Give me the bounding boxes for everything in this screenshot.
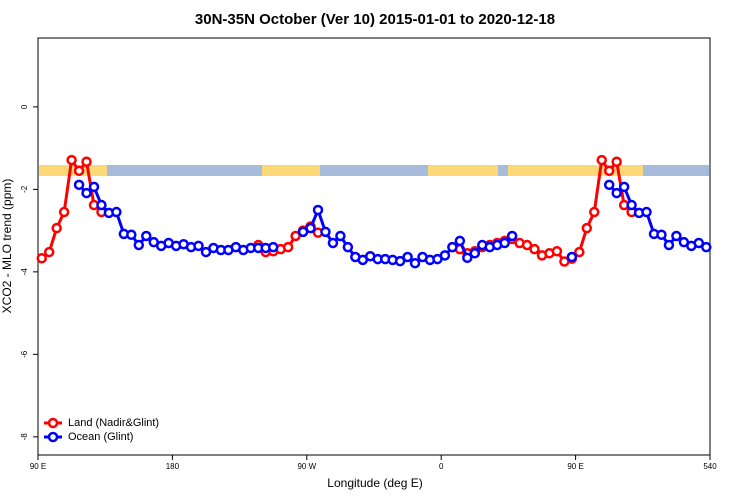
data-point bbox=[641, 206, 652, 218]
data-point bbox=[36, 253, 47, 264]
y-tick-label: -2 bbox=[20, 185, 29, 193]
land-band bbox=[508, 165, 643, 176]
data-point bbox=[193, 240, 204, 252]
data-point bbox=[305, 222, 316, 234]
data-point bbox=[589, 206, 600, 218]
series-line bbox=[77, 183, 707, 265]
data-point bbox=[454, 235, 466, 247]
data-point bbox=[618, 181, 630, 193]
data-point bbox=[581, 222, 593, 234]
x-axis-title: Longitude (deg E) bbox=[327, 476, 422, 490]
data-point bbox=[282, 241, 294, 253]
data-point bbox=[603, 179, 615, 191]
data-point bbox=[141, 230, 152, 242]
x-tick-label: 180 bbox=[166, 462, 180, 471]
data-point bbox=[111, 206, 122, 218]
data-point bbox=[73, 179, 85, 191]
data-point bbox=[596, 154, 607, 166]
data-point bbox=[656, 229, 667, 240]
data-point bbox=[611, 187, 622, 199]
data-point bbox=[447, 241, 458, 253]
data-point bbox=[342, 241, 354, 253]
data-point bbox=[88, 181, 100, 193]
series bbox=[73, 179, 712, 269]
data-point bbox=[439, 250, 451, 261]
data-point bbox=[499, 237, 510, 249]
data-point bbox=[327, 237, 339, 249]
data-point bbox=[521, 239, 533, 251]
x-tick-label: 0 bbox=[439, 462, 444, 471]
data-point bbox=[611, 156, 622, 167]
map-band bbox=[39, 165, 709, 176]
data-point bbox=[267, 241, 279, 253]
data-point bbox=[409, 257, 421, 269]
data-point bbox=[529, 243, 540, 255]
data-point bbox=[200, 246, 212, 258]
data-point bbox=[603, 165, 615, 177]
data-point bbox=[96, 199, 107, 211]
data-point bbox=[551, 245, 563, 257]
data-point bbox=[402, 251, 413, 263]
x-tick-label: 540 bbox=[703, 462, 717, 471]
legend-label: Land (Nadir&Glint) bbox=[68, 417, 159, 429]
data-point bbox=[66, 154, 77, 166]
legend-label: Ocean (Glint) bbox=[68, 431, 133, 443]
land-band bbox=[39, 165, 107, 176]
y-tick-label: -6 bbox=[20, 350, 29, 358]
x-tick-label: 90 E bbox=[567, 462, 583, 471]
data-point bbox=[506, 230, 518, 242]
chart-title: 30N-35N October (Ver 10) 2015-01-01 to 2… bbox=[195, 11, 555, 28]
data-point bbox=[126, 229, 137, 240]
data-point bbox=[320, 226, 331, 238]
y-axis-title: XCO2 - MLO trend (ppm) bbox=[0, 179, 14, 314]
data-point bbox=[58, 206, 70, 218]
y-tick-label: 0 bbox=[20, 104, 29, 109]
data-point bbox=[81, 156, 92, 167]
land-band bbox=[262, 165, 320, 176]
ocean-band bbox=[39, 165, 709, 176]
data-point bbox=[462, 252, 473, 264]
land-band bbox=[428, 165, 498, 176]
data-point bbox=[73, 165, 85, 177]
data-point bbox=[693, 237, 705, 249]
y-tick-label: -8 bbox=[20, 433, 29, 441]
data-point bbox=[81, 187, 92, 199]
y-tick-label: -4 bbox=[20, 268, 29, 276]
data-point bbox=[394, 255, 406, 267]
x-tick-label: 90 E bbox=[30, 462, 46, 471]
data-point bbox=[51, 222, 62, 234]
data-point bbox=[312, 204, 324, 216]
data-point bbox=[701, 241, 712, 253]
data-point bbox=[335, 230, 346, 242]
data-point bbox=[566, 251, 578, 263]
x-tick-label: 90 W bbox=[297, 462, 316, 471]
legend-marker bbox=[47, 417, 59, 429]
data-point bbox=[290, 230, 301, 242]
data-point bbox=[671, 230, 682, 242]
legend-marker bbox=[47, 431, 59, 443]
data-point bbox=[133, 239, 145, 251]
data-point bbox=[43, 246, 55, 258]
data-point bbox=[626, 199, 637, 211]
data-point bbox=[469, 248, 481, 259]
data-point bbox=[663, 239, 675, 251]
data-point bbox=[574, 246, 585, 258]
